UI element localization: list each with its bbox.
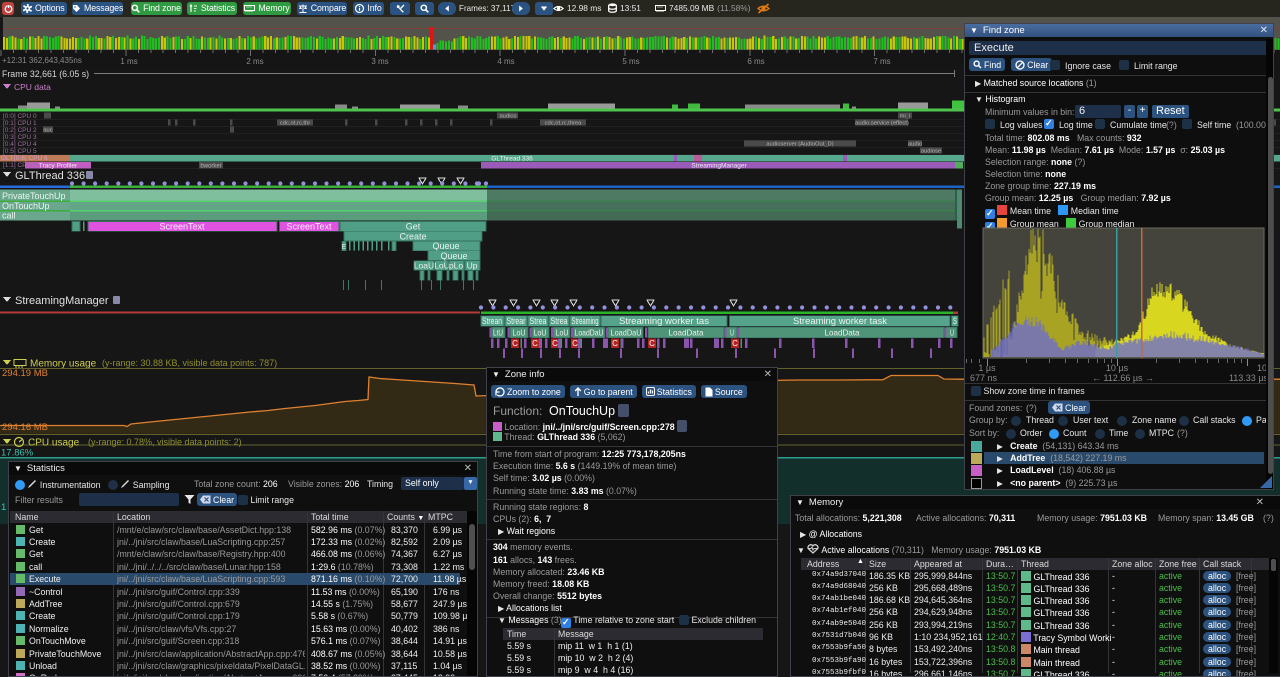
svg-text:ScreenText: ScreenText (286, 222, 332, 232)
svg-text:2 ms: 2 ms (246, 57, 263, 66)
svg-text:5 ms: 5 ms (622, 57, 639, 66)
svg-text:auc: auc (43, 128, 52, 134)
svg-text:Tracy Profiler: Tracy Profiler (39, 163, 78, 170)
svg-text:U: U (950, 328, 954, 338)
svg-text:mi_l: mi_l (900, 114, 911, 120)
svg-text:7 ms: 7 ms (873, 57, 890, 66)
svg-text:OnTouchUp: OnTouchUp (2, 201, 50, 211)
svg-text:LoU: LoU (556, 328, 569, 338)
svg-text:(y-range: 30.88 KB, visible da: (y-range: 30.88 KB, visible data points:… (102, 358, 277, 368)
svg-text:Queue: Queue (432, 241, 459, 251)
svg-text:E: E (342, 244, 347, 251)
svg-text:3 ms: 3 ms (371, 57, 388, 66)
svg-text:[0:6] CPU 6: [0:6] CPU 6 (14, 155, 48, 162)
svg-text:audio.service (effect): audio.service (effect) (855, 121, 909, 127)
svg-text:10 µs: 10 µs (1106, 363, 1129, 373)
svg-text:Streaming worker task: Streaming worker task (793, 316, 888, 326)
svg-text:cdc,ot,rc,threa: cdc,ot,rc,threa (545, 121, 583, 127)
svg-text:Frame 32,661 (6.05 s): Frame 32,661 (6.05 s) (2, 69, 89, 79)
svg-text:Create: Create (399, 231, 426, 241)
svg-text:GLThread 336: GLThread 336 (491, 156, 533, 163)
svg-text:1 µs: 1 µs (978, 363, 996, 373)
svg-text:StreamingManager: StreamingManager (15, 295, 109, 307)
svg-text:audioserver (AudioOut_D): audioserver (AudioOut_D) (766, 142, 833, 148)
svg-text:Get: Get (406, 222, 421, 232)
svg-text:1: 1 (1, 502, 6, 513)
svg-text:GLThread 336: GLThread 336 (15, 170, 85, 182)
svg-text:[0:1] CPU 1: [0:1] CPU 1 (3, 120, 37, 127)
svg-text:PrivateTouchUp: PrivateTouchUp (2, 191, 66, 201)
svg-text:GLT: GLT (1, 155, 13, 162)
svg-text:[0:4] CPU 4: [0:4] CPU 4 (3, 141, 37, 148)
svg-text:17.86%: 17.86% (1, 448, 34, 459)
svg-text:C: C (512, 339, 518, 348)
svg-text:294.16 MB: 294.16 MB (2, 422, 48, 433)
svg-text:113.33 µs: 113.33 µs (1229, 373, 1269, 383)
svg-text:CPU data: CPU data (14, 82, 51, 92)
svg-text:C: C (532, 339, 538, 348)
svg-text:LoaU: LoaU (414, 261, 434, 271)
svg-text:+12:31 362,643,435ns: +12:31 362,643,435ns (2, 56, 82, 65)
svg-text:[0:2] CPU 2: [0:2] CPU 2 (3, 127, 37, 134)
svg-text:Strear: Strear (507, 316, 526, 326)
svg-text:[1:1] CPU 7: [1:1] CPU 7 (3, 162, 37, 169)
svg-text:LoU: LoU (513, 328, 526, 338)
svg-text:Up: Up (467, 261, 478, 271)
svg-text:audiose: audiose (921, 149, 941, 155)
svg-text:4 ms: 4 ms (497, 57, 514, 66)
svg-text:LoadDaU: LoadDaU (575, 328, 604, 338)
svg-text:Strea: Strea (551, 316, 568, 326)
svg-text:U: U (730, 328, 734, 338)
svg-text:audio: audio (908, 142, 922, 148)
svg-text:Strean: Strean (482, 316, 502, 326)
svg-text:C: C (552, 339, 558, 348)
svg-text:[0:5] CPU 5: [0:5] CPU 5 (3, 148, 37, 155)
svg-text:LoadData: LoadData (669, 328, 704, 338)
svg-text:StreamingManager: StreamingManager (691, 163, 747, 170)
svg-text:Queue: Queue (440, 251, 467, 261)
svg-text:Strea: Strea (530, 316, 547, 326)
svg-text:S: S (953, 316, 957, 326)
svg-text:[0:0] CPU 0: [0:0] CPU 0 (3, 113, 37, 120)
svg-text:C: C (649, 339, 655, 348)
svg-text:LtU: LtU (493, 328, 503, 338)
svg-text:Memory usage: Memory usage (30, 359, 97, 370)
svg-text:Streaming worker tas: Streaming worker tas (619, 316, 710, 326)
svg-text:[0:3] CPU 3: [0:3] CPU 3 (3, 134, 37, 141)
svg-text:(y-range: 0.78%, visible data: (y-range: 0.78%, visible data points: 2) (88, 437, 242, 447)
svg-text:294.19 MB: 294.19 MB (2, 368, 48, 379)
svg-text:Streaming: Streaming (572, 316, 599, 326)
svg-text:call: call (2, 211, 16, 221)
svg-text:cdc,ot,rc,thr: cdc,ot,rc,thr (280, 121, 310, 127)
svg-text:C: C (612, 339, 618, 348)
svg-text:1 ms: 1 ms (120, 57, 137, 66)
svg-text:LoadDaU: LoadDaU (611, 328, 642, 338)
svg-text:10: 10 (1257, 363, 1267, 373)
svg-text:bworker: bworker (200, 164, 221, 170)
svg-text:CPU usage: CPU usage (28, 438, 80, 449)
svg-text:LoU: LoU (434, 261, 450, 271)
svg-text:C: C (732, 339, 738, 348)
svg-text:677 ns: 677 ns (970, 373, 998, 383)
svg-text:C: C (572, 339, 578, 348)
svg-text:audios: audios (499, 114, 516, 120)
svg-text:pLo: pLo (449, 261, 463, 271)
svg-text:ScreenText: ScreenText (159, 222, 205, 232)
svg-text:6 ms: 6 ms (747, 57, 764, 66)
svg-text:LoU: LoU (534, 328, 547, 338)
svg-text:← 112.66 µs →: ← 112.66 µs → (1092, 373, 1154, 383)
svg-text:LoadData: LoadData (825, 328, 860, 338)
